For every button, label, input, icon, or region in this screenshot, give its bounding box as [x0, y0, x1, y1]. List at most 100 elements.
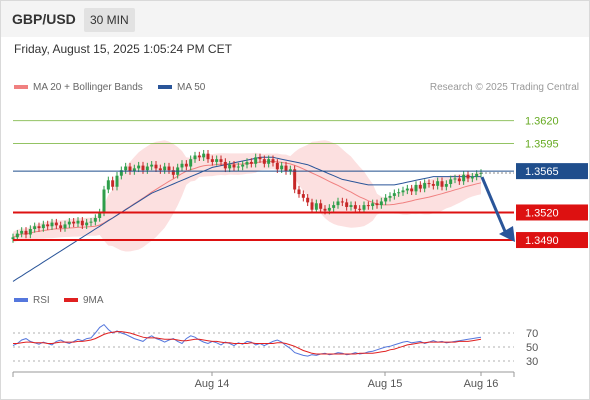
candle-body — [20, 230, 24, 234]
credit-text: Research © 2025 Trading Central — [429, 82, 579, 93]
bollinger-band — [13, 140, 481, 252]
x-tick-label: Aug 15 — [368, 378, 403, 390]
candle-body — [353, 205, 357, 209]
candle-body — [41, 224, 45, 229]
rsi-line — [12, 323, 482, 357]
candle-body — [106, 180, 110, 190]
candle-body — [293, 169, 297, 190]
symbol-title: GBP/USD — [12, 11, 76, 27]
rsi-ma9-line — [13, 331, 482, 355]
level-label: 1.3520 — [525, 207, 559, 219]
level-label: 1.3620 — [525, 116, 559, 128]
candle-body — [440, 181, 444, 187]
candle-body — [171, 170, 175, 175]
candle-body — [267, 159, 271, 164]
candle-body — [249, 161, 253, 164]
x-tick-label: Aug 14 — [195, 378, 230, 390]
level-label: 1.3490 — [525, 235, 559, 247]
level-label-box — [516, 232, 588, 249]
candle-body — [262, 159, 266, 164]
candle-body — [193, 155, 197, 160]
candle-body — [219, 159, 223, 162]
candle-body — [102, 189, 106, 213]
candle-body — [457, 178, 461, 182]
chart-header: GBP/USD 30 MIN — [1, 1, 589, 37]
candle-body — [236, 166, 240, 168]
level-label-box — [516, 204, 588, 221]
candle-body — [280, 165, 284, 170]
candle-body — [206, 153, 210, 160]
candle-body — [427, 183, 431, 185]
candle-body — [80, 220, 84, 226]
timeframe-button[interactable]: 30 MIN — [84, 8, 135, 32]
candle-body — [93, 217, 97, 222]
candle-body — [132, 168, 136, 172]
candle-body — [258, 157, 262, 160]
candle-body — [444, 183, 448, 187]
legend-rsi-label: RSI — [33, 295, 50, 306]
candle-body — [241, 164, 245, 167]
candle-body — [327, 207, 331, 211]
candle-body — [63, 224, 67, 229]
candle-body — [24, 230, 28, 235]
candle-body — [401, 190, 405, 193]
legend-9ma-label: 9MA — [83, 295, 104, 306]
candle-body — [202, 153, 206, 158]
candle-body — [76, 220, 80, 224]
candle-body — [115, 175, 119, 187]
candle-body — [111, 180, 115, 187]
rsi-level-label: 30 — [526, 356, 538, 368]
candle-body — [33, 226, 37, 230]
candle-body — [366, 205, 370, 207]
candle-body — [306, 197, 310, 203]
candle-body — [436, 181, 440, 186]
candle-body — [379, 201, 383, 206]
candle-body — [310, 202, 314, 210]
candle-body — [141, 165, 145, 171]
candle-body — [150, 164, 154, 167]
candle-body — [232, 164, 236, 168]
candle-body — [124, 166, 128, 171]
candle-body — [301, 194, 305, 198]
candle-body — [89, 221, 93, 223]
legend-ma20-label: MA 20 + Bollinger Bands — [33, 82, 143, 93]
candle-body — [28, 229, 32, 235]
candle-body — [332, 205, 336, 208]
candle-body — [284, 165, 288, 172]
rsi-level-label: 70 — [526, 328, 538, 340]
candle-body — [405, 188, 409, 191]
legend-ma20-swatch — [14, 85, 28, 90]
candle-body — [254, 157, 258, 164]
candle-body — [119, 170, 123, 176]
legend-rsi: RSI — [14, 295, 50, 306]
rsi-level-label: 50 — [526, 342, 538, 354]
legend-ma50-swatch — [158, 85, 172, 90]
legend-9ma-swatch — [64, 298, 78, 303]
legend-ma50-label: MA 50 — [177, 82, 206, 93]
candle-body — [397, 192, 401, 194]
candle-body — [340, 201, 344, 203]
candle-body — [46, 224, 50, 227]
level-label: 1.3565 — [525, 166, 559, 178]
candle-body — [210, 159, 214, 162]
candle-body — [223, 161, 227, 169]
candle-body — [85, 222, 89, 226]
candle-body — [228, 164, 232, 169]
candle-body — [197, 155, 201, 158]
candle-body — [184, 163, 188, 167]
candle-body — [245, 161, 249, 165]
candle-body — [345, 202, 349, 207]
candle-body — [180, 163, 184, 168]
legend-ma20: MA 20 + Bollinger Bands — [14, 82, 143, 93]
candle-body — [470, 176, 474, 179]
candle-body — [362, 205, 366, 210]
candle-body — [453, 178, 457, 180]
candle-body — [11, 237, 15, 240]
candle-body — [449, 179, 453, 184]
candle-body — [154, 164, 158, 169]
forecast-arrow-shaft — [480, 176, 509, 237]
level-label-box — [516, 163, 588, 180]
candle-body — [414, 184, 418, 192]
